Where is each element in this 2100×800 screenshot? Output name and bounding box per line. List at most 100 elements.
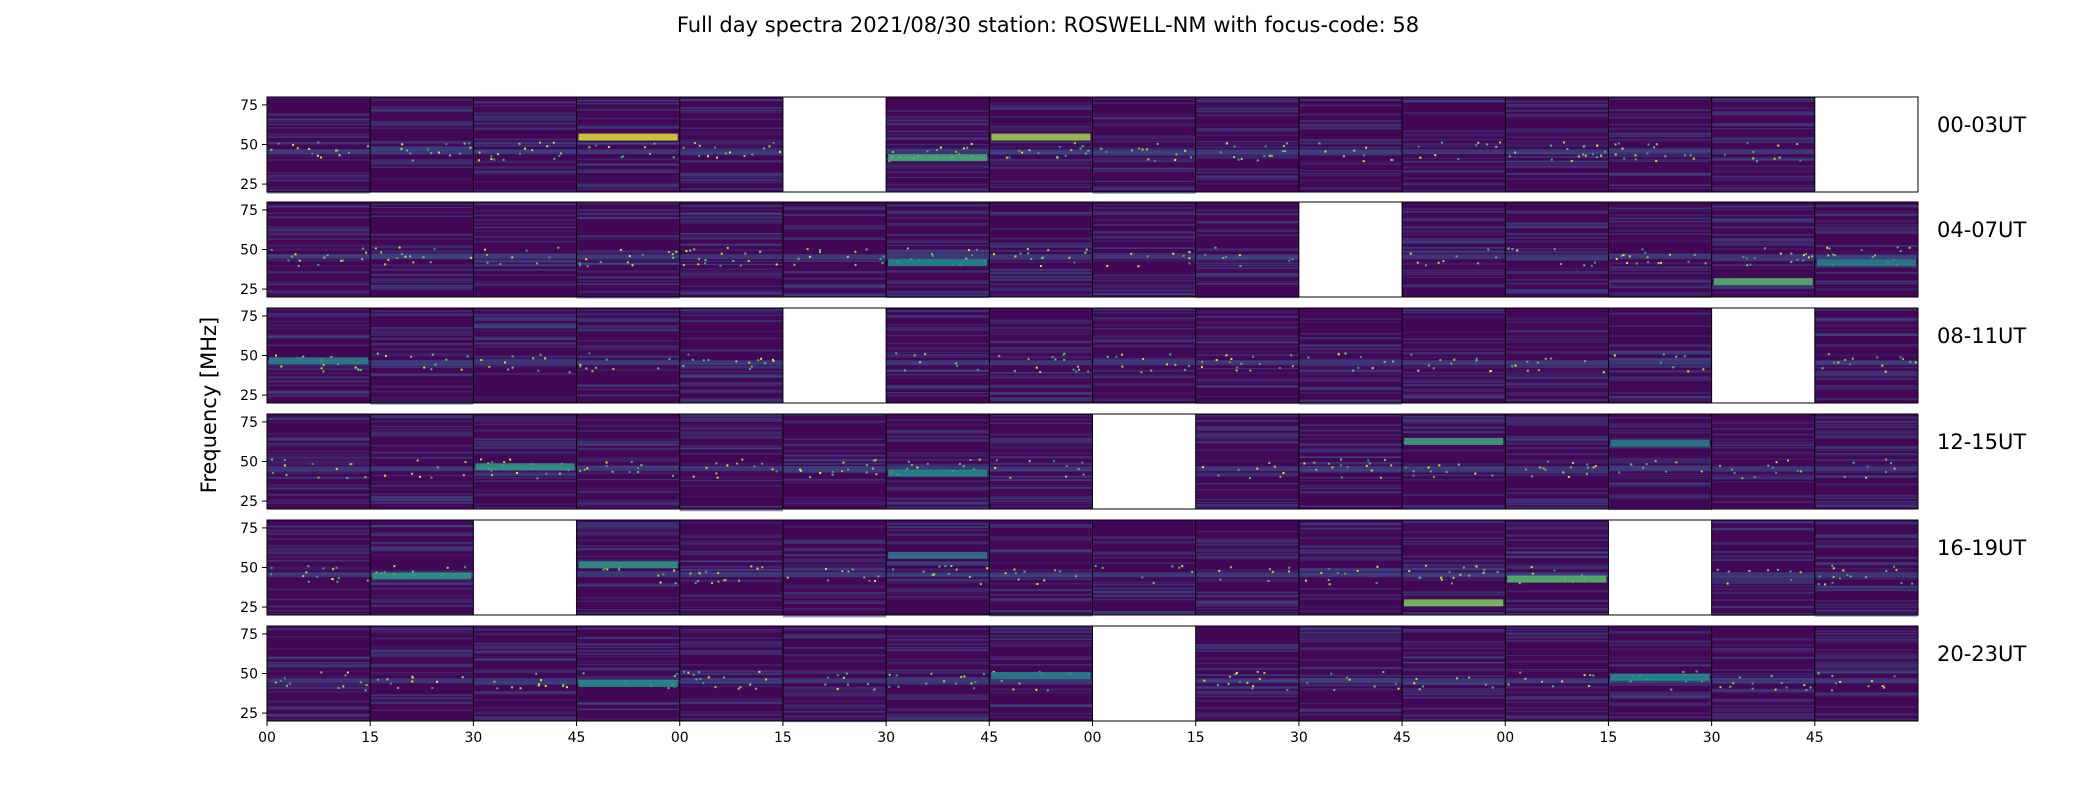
signal-speck — [969, 458, 972, 461]
signal-speck — [340, 259, 343, 262]
noise-streak — [1814, 280, 1918, 283]
signal-speck — [1629, 680, 1632, 683]
noise-streak — [267, 265, 371, 268]
signal-speck — [1767, 569, 1770, 572]
noise-streak — [370, 698, 474, 700]
noise-streak — [1814, 308, 1918, 310]
noise-streak — [576, 646, 680, 649]
noise-streak — [576, 346, 680, 348]
noise-streak — [267, 454, 371, 456]
signal-speck — [320, 367, 323, 370]
noise-streak — [1711, 124, 1815, 127]
signal-speck — [1286, 689, 1289, 692]
noise-streak — [679, 382, 783, 385]
signal-speck — [1013, 568, 1016, 571]
noise-streak — [1298, 351, 1403, 354]
noise-streak — [1814, 446, 1918, 449]
noise-streak — [1505, 236, 1609, 239]
signal-speck — [291, 255, 294, 258]
signal-speck — [1542, 467, 1545, 470]
signal-speck — [1023, 570, 1026, 573]
noise-streak — [1092, 223, 1196, 226]
noise-streak — [679, 424, 783, 427]
noise-streak — [576, 283, 680, 286]
signal-speck — [1491, 474, 1494, 477]
signal-speck — [1484, 683, 1487, 686]
signal-speck — [430, 152, 433, 155]
signal-speck — [1751, 682, 1754, 685]
noise-streak — [679, 320, 783, 323]
noise-streak — [473, 503, 577, 506]
noise-streak — [1608, 159, 1712, 161]
noise-streak — [1505, 288, 1609, 292]
noise-streak — [1402, 560, 1506, 563]
noise-streak — [576, 394, 680, 397]
signal-speck — [1693, 253, 1696, 256]
missing-panel — [1298, 202, 1403, 297]
signal-speck — [1222, 256, 1225, 259]
noise-streak — [576, 532, 680, 535]
noise-streak — [370, 444, 474, 447]
signal-speck — [1474, 472, 1477, 475]
noise-streak — [370, 397, 474, 400]
noise-streak — [679, 173, 783, 176]
noise-streak — [679, 349, 783, 352]
noise-streak — [1814, 668, 1918, 671]
y-tick-label: 50 — [240, 138, 258, 154]
y-tick-label: 25 — [240, 706, 258, 722]
noise-streak — [370, 120, 474, 122]
noise-streak — [886, 529, 990, 532]
signal-speck — [1427, 364, 1430, 367]
noise-streak — [1711, 242, 1815, 245]
noise-streak — [370, 122, 474, 125]
noise-streak — [886, 329, 990, 331]
signal-speck — [1181, 565, 1184, 568]
noise-streak — [1298, 702, 1403, 705]
noise-streak — [473, 651, 577, 654]
signal-speck — [411, 159, 414, 162]
noise-streak — [267, 493, 371, 496]
noise-streak — [1814, 652, 1918, 655]
signal-speck — [460, 368, 463, 371]
signal-speck — [1588, 685, 1591, 688]
noise-streak — [473, 494, 577, 497]
signal-speck — [705, 570, 708, 573]
noise-streak — [576, 525, 680, 527]
signal-speck — [1580, 574, 1583, 577]
noise-streak — [576, 478, 680, 481]
signal-speck — [562, 683, 565, 686]
noise-streak — [267, 418, 371, 420]
noise-streak — [370, 414, 474, 418]
noise-streak — [1092, 125, 1196, 127]
noise-streak — [1814, 453, 1918, 456]
signal-speck — [723, 579, 726, 582]
noise-streak — [1814, 370, 1918, 372]
signal-speck — [922, 570, 925, 573]
noise-streak — [1195, 438, 1299, 440]
noise-streak — [886, 713, 990, 716]
signal-speck — [410, 472, 413, 475]
noise-streak — [1711, 113, 1815, 116]
signal-speck — [947, 572, 950, 575]
panel-background — [886, 414, 990, 509]
noise-streak — [1608, 370, 1712, 373]
noise-streak — [1505, 145, 1609, 147]
noise-streak — [473, 418, 577, 421]
signal-speck — [1324, 150, 1327, 153]
signal-speck — [1267, 579, 1270, 582]
noise-streak — [679, 417, 783, 420]
spectra-panel — [1608, 626, 1712, 721]
noise-streak — [267, 292, 371, 294]
noise-streak — [1814, 638, 1918, 641]
noise-streak — [989, 487, 1093, 489]
noise-streak — [1092, 285, 1196, 287]
signal-speck — [1562, 471, 1565, 474]
noise-streak — [679, 599, 783, 601]
noise-streak — [1195, 114, 1299, 117]
signal-speck — [537, 684, 540, 687]
band-45mhz — [782, 572, 887, 578]
noise-streak — [576, 425, 680, 427]
strong-band — [888, 154, 988, 162]
noise-streak — [886, 216, 990, 220]
signal-speck — [692, 475, 695, 478]
